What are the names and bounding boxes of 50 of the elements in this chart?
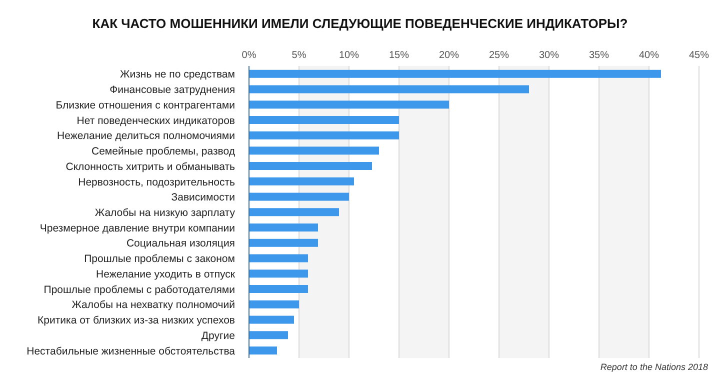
bar bbox=[249, 131, 399, 140]
bar bbox=[249, 254, 308, 262]
y-tick-label: Нежелание делиться полномочиями bbox=[57, 130, 236, 142]
bar bbox=[249, 192, 349, 201]
x-tick-label: 45% bbox=[688, 50, 710, 61]
y-tick-label: Склонность хитрить и обманывать bbox=[66, 160, 236, 173]
y-tick-label: Прошлые проблемы с законом bbox=[84, 253, 235, 266]
bar bbox=[249, 270, 308, 278]
y-tick-label: Другие bbox=[201, 330, 236, 342]
y-tick-label: Социальная изоляция bbox=[126, 238, 235, 250]
bar bbox=[249, 146, 379, 155]
y-tick-label: Прошлые проблемы с работодателями bbox=[44, 284, 236, 296]
y-tick-label: Зависимости bbox=[171, 192, 236, 204]
y-tick-label: Семейные проблемы, развод bbox=[92, 146, 235, 158]
bar bbox=[249, 224, 318, 232]
y-tick-label: Нервозность, подозрительность bbox=[78, 176, 236, 188]
x-tick-label: 30% bbox=[538, 50, 560, 61]
y-tick-label: Финансовые затруднения bbox=[110, 84, 235, 96]
bar bbox=[249, 285, 308, 293]
y-tick-label: Нестабильные жизненные обстоятельства bbox=[26, 345, 236, 358]
y-tick-label: Жалобы на нехватку полномочий bbox=[72, 299, 236, 312]
y-tick-label: Чрезмерное давление внутри компании bbox=[40, 222, 236, 234]
y-tick-label: Жизнь не по средствам bbox=[120, 68, 235, 81]
bar bbox=[249, 316, 294, 324]
bar bbox=[249, 70, 661, 78]
x-tick-label: 0% bbox=[242, 50, 256, 61]
bar bbox=[249, 300, 299, 308]
x-tick-label: 25% bbox=[488, 50, 510, 61]
bar bbox=[249, 116, 399, 124]
bar bbox=[249, 208, 339, 216]
bar bbox=[249, 238, 318, 247]
bar bbox=[249, 331, 288, 340]
x-tick-label: 10% bbox=[338, 50, 360, 61]
text: Report to the Nations 2018 bbox=[600, 362, 708, 372]
chart-title: КАК ЧАСТО МОШЕННИКИ ИМЕЛИ СЛЕДУЮЩИЕ ПОВЕДЕНЧЕСКИЕ ИНДИКАТОРЫ? bbox=[91, 16, 629, 31]
y-tick-label: Близкие отношения с контрагентами bbox=[56, 99, 236, 112]
x-tick-label: 35% bbox=[588, 50, 610, 61]
y-tick-label: Критика от близких из-за низких успехов bbox=[38, 314, 236, 327]
y-tick-label: Нежелание уходить в отпуск bbox=[96, 268, 236, 280]
bar bbox=[249, 100, 449, 109]
bar bbox=[249, 177, 354, 186]
bar bbox=[249, 85, 529, 94]
y-tick-label: Нет поведенческих индикаторов bbox=[76, 114, 236, 127]
x-tick-label: 15% bbox=[388, 50, 410, 61]
bar bbox=[249, 162, 372, 170]
bar bbox=[249, 346, 277, 354]
x-tick-label: 5% bbox=[292, 50, 306, 61]
x-tick-label: 40% bbox=[638, 50, 660, 61]
x-tick-label: 20% bbox=[438, 50, 460, 61]
y-tick-label: Жалобы на низкую зарплату bbox=[94, 207, 236, 219]
